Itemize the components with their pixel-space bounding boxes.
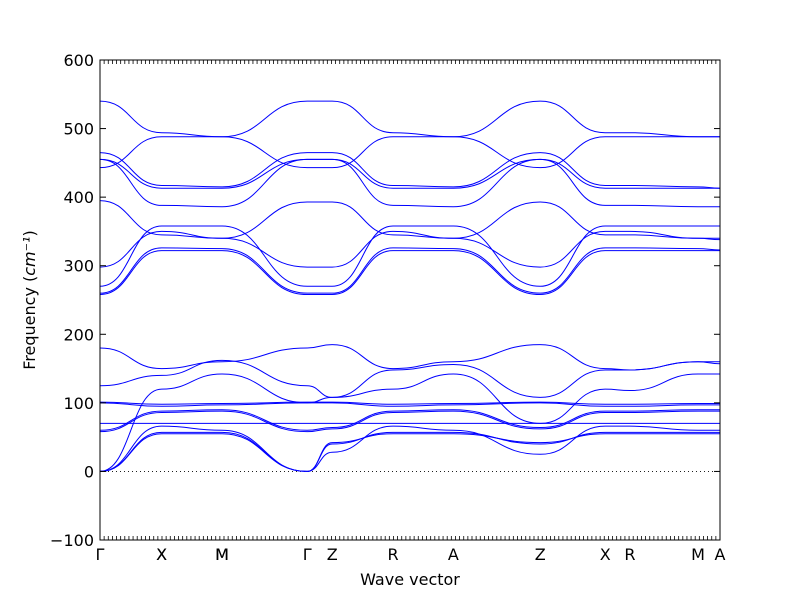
branch-line-19 <box>99 425 720 472</box>
branch-line-8 <box>99 225 720 287</box>
branch-line-12 <box>99 359 721 398</box>
branch-line-4 <box>99 158 720 189</box>
y-tick-label: 0 <box>84 462 94 481</box>
y-axis-unit: cm⁻¹ <box>20 237 39 276</box>
x-tick-label: X <box>156 545 167 564</box>
branch-line-14 <box>99 401 720 405</box>
x-tick-label: M <box>215 545 229 564</box>
branch-line-3 <box>99 152 721 189</box>
branch-line-15 <box>99 402 720 407</box>
branch-line-5 <box>99 158 720 208</box>
x-tick-label: X <box>600 545 611 564</box>
x-tick-label: A <box>448 545 459 564</box>
branch-line-16 <box>99 409 720 431</box>
x-tick-label: Z <box>327 545 338 564</box>
y-tick-label: −100 <box>50 531 94 550</box>
ticks <box>99 59 721 541</box>
branch-lines <box>99 100 721 472</box>
y-tick-label: 600 <box>63 51 94 70</box>
branch-line-10 <box>99 250 720 296</box>
branch-line-1 <box>99 100 721 138</box>
branch-line-2 <box>99 136 721 169</box>
x-tick-label: R <box>624 545 635 564</box>
branch-line-21 <box>99 433 720 472</box>
x-tick-label: M <box>691 545 705 564</box>
y-tick-label: 100 <box>63 394 94 413</box>
branch-line-9 <box>99 247 721 294</box>
branch-line-11 <box>99 344 720 371</box>
branch-line-20 <box>99 431 720 472</box>
branch-line-13 <box>99 373 720 472</box>
branch-line-7 <box>99 230 720 268</box>
x-tick-label: Z <box>535 545 546 564</box>
x-tick-label: R <box>387 545 398 564</box>
y-tick-label: 400 <box>63 188 94 207</box>
x-tick-label: Γ <box>303 545 312 564</box>
y-tick-label: 200 <box>63 325 94 344</box>
x-tick-label: A <box>715 545 726 564</box>
x-tick-label: X <box>156 545 167 564</box>
branch-line-17 <box>99 410 720 433</box>
x-axis-label: Wave vector <box>360 570 460 589</box>
x-tick-label: M <box>215 545 229 564</box>
plot-frame <box>99 59 721 541</box>
y-axis-label: Frequency (cm⁻¹) <box>20 230 39 369</box>
y-tick-label: 500 <box>63 120 94 139</box>
y-tick-label: 300 <box>63 257 94 276</box>
x-tick-label: Γ <box>96 545 105 564</box>
